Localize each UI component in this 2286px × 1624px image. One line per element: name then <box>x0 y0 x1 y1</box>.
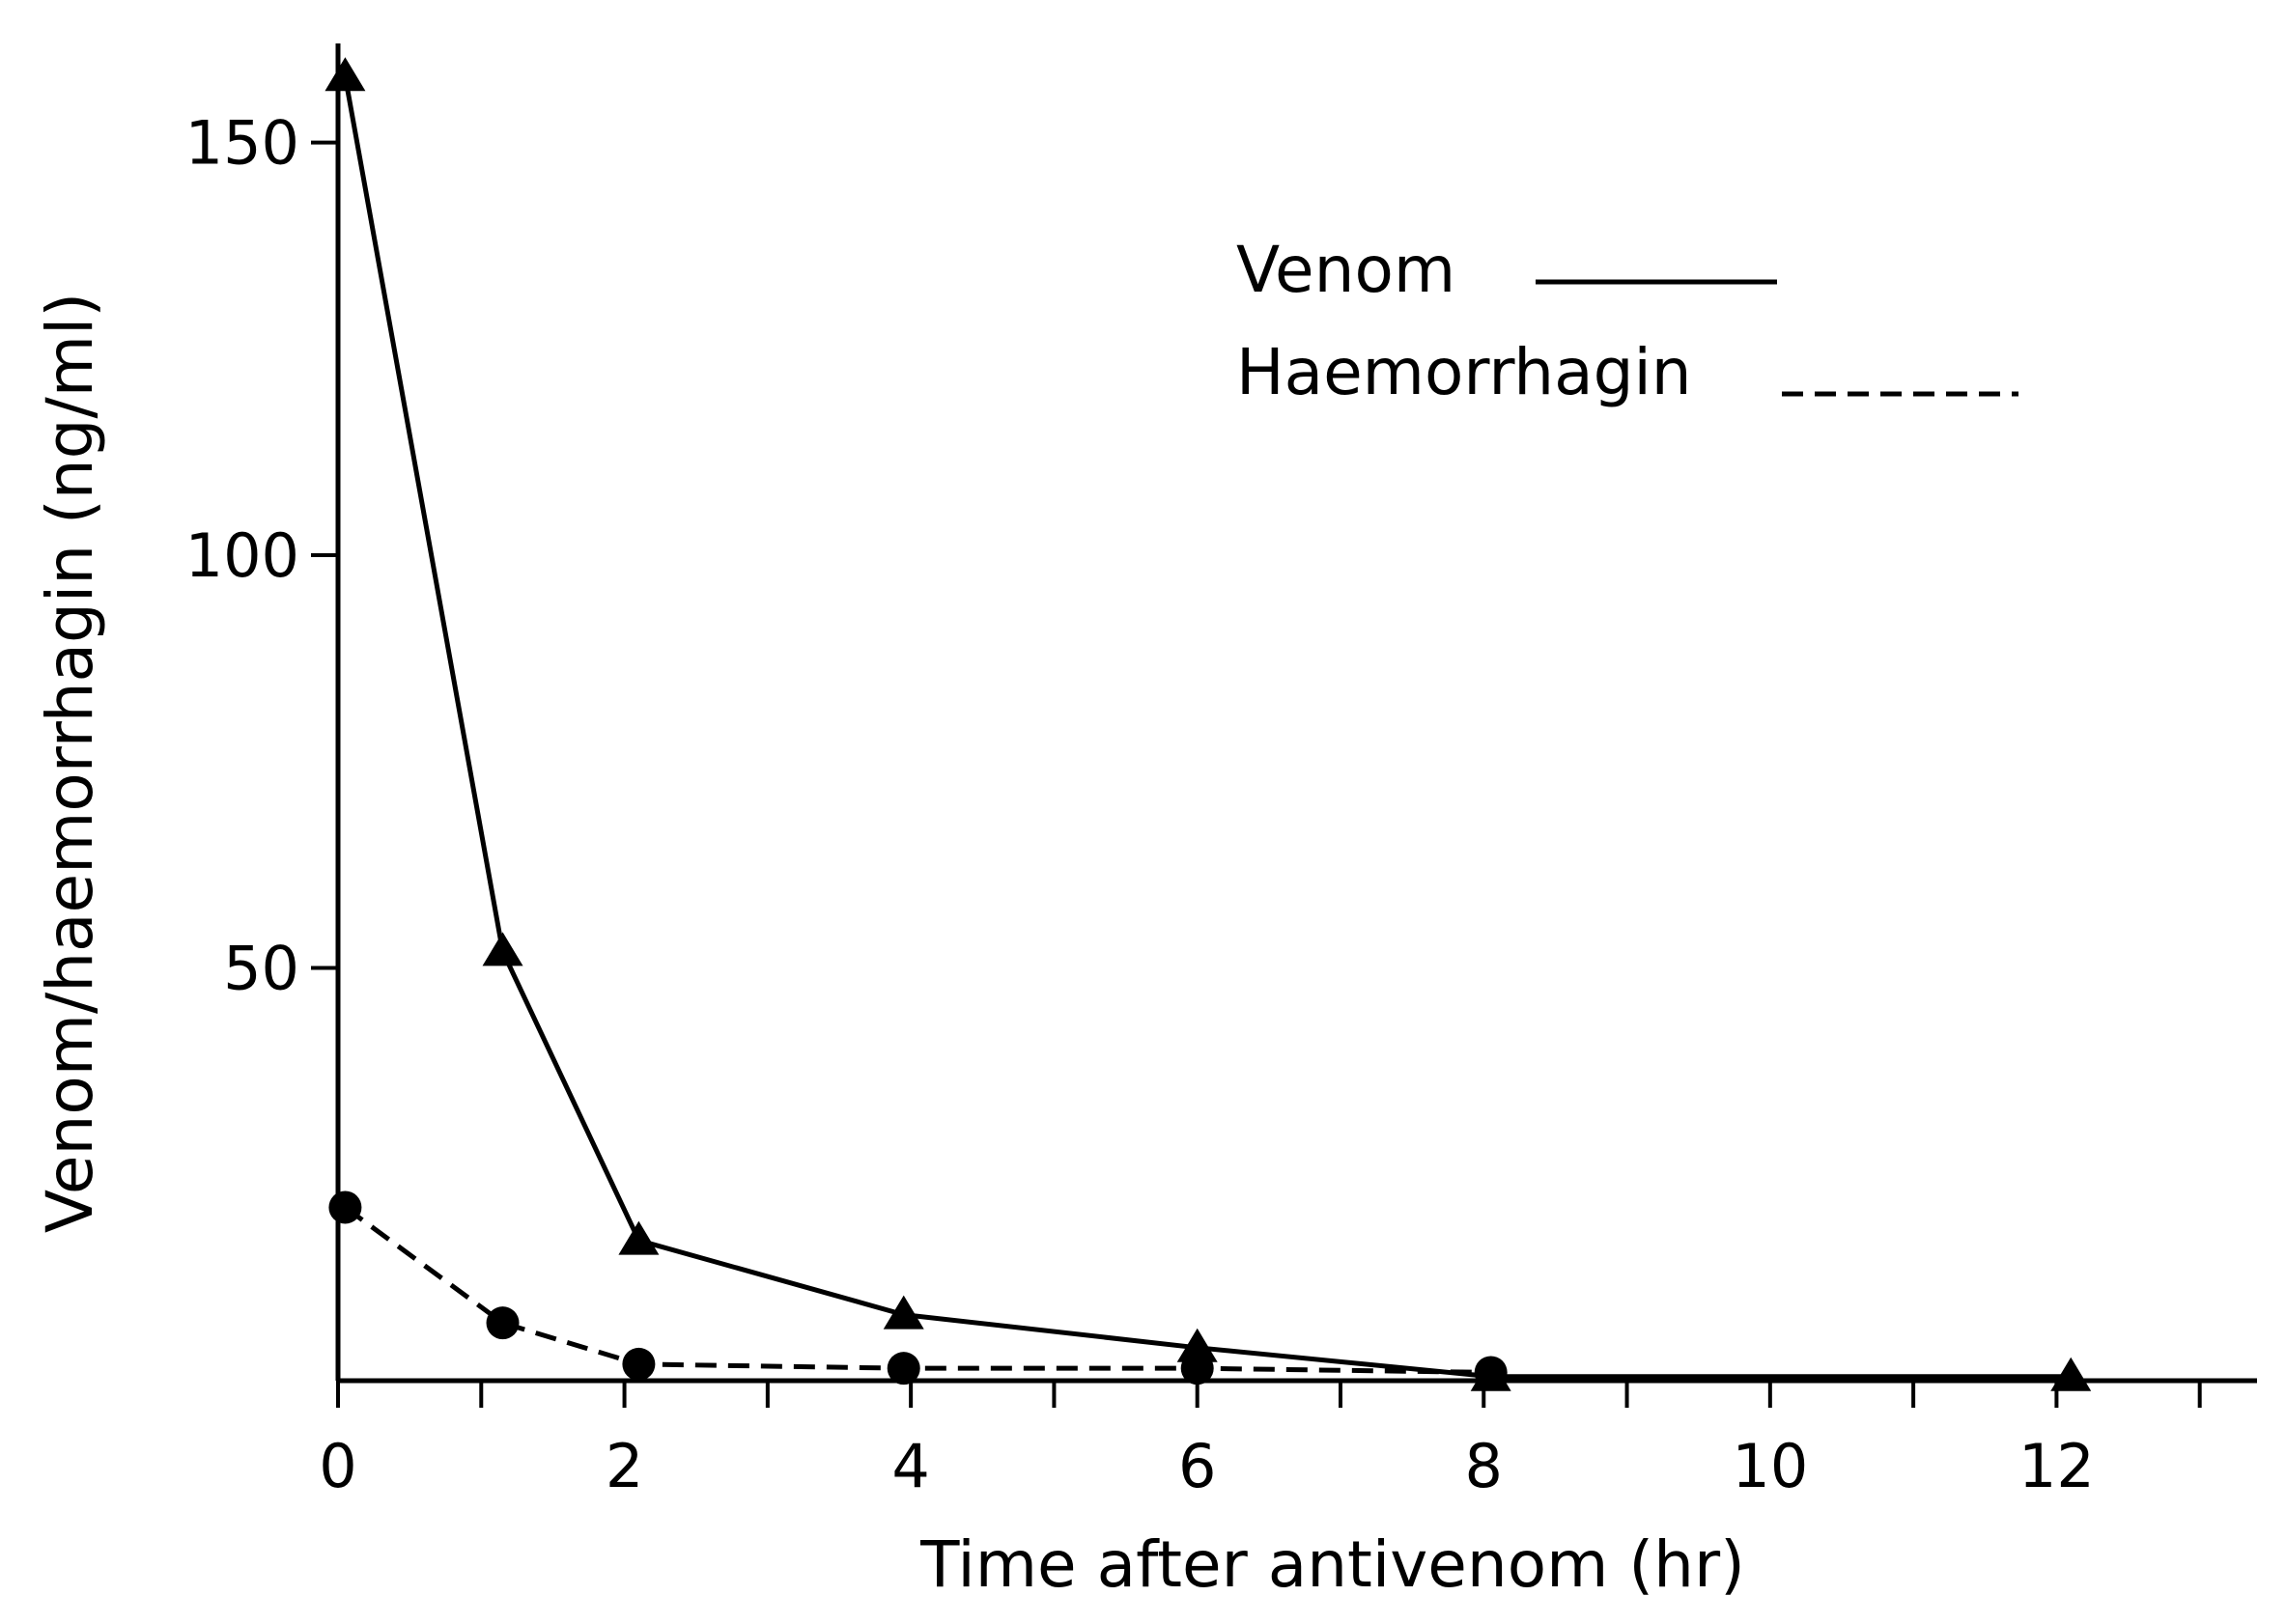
x-tick-label: 10 <box>1732 1431 1808 1501</box>
legend-label-haemorrhagin: Haemorrhagin <box>1236 335 1692 409</box>
venom-point <box>618 1220 660 1255</box>
venom-point <box>482 932 523 966</box>
x-tick-label: 12 <box>2018 1431 2095 1501</box>
haemorrhagin-point <box>1180 1352 1214 1386</box>
x-tick-label: 8 <box>1465 1431 1503 1501</box>
x-tick-label: 6 <box>1178 1431 1216 1501</box>
haemorrhagin-point <box>622 1347 656 1381</box>
venom-point <box>325 57 366 92</box>
x-axis-title: Time after antivenom (hr) <box>919 1527 1745 1602</box>
haemorrhagin-line <box>343 1205 1491 1375</box>
x-tick-label: 4 <box>891 1431 929 1501</box>
y-tick-label: 50 <box>223 934 299 1004</box>
y-axis-title: Venom/haemorrhagin (ng/ml) <box>33 293 107 1233</box>
axes: 0 2 4 6 8 10 12 50 100 150 <box>185 43 2257 1501</box>
venom-point <box>883 1295 924 1330</box>
venom-line <box>342 75 2072 1380</box>
haemorrhagin-point <box>1474 1356 1508 1389</box>
legend-label-venom: Venom <box>1236 233 1455 307</box>
x-tick-label: 0 <box>319 1431 356 1501</box>
haemorrhagin-point <box>887 1352 920 1386</box>
venom-point <box>1176 1328 1218 1362</box>
legend: Venom Haemorrhagin <box>1236 233 2018 409</box>
haemorrhagin-point <box>486 1306 520 1340</box>
y-tick-label: 100 <box>185 520 299 591</box>
x-tick-label: 2 <box>606 1431 643 1501</box>
venom-point <box>2050 1357 2092 1391</box>
y-tick-label: 150 <box>185 108 299 179</box>
series-layer <box>325 57 2092 1391</box>
haemorrhagin-point <box>328 1190 362 1224</box>
